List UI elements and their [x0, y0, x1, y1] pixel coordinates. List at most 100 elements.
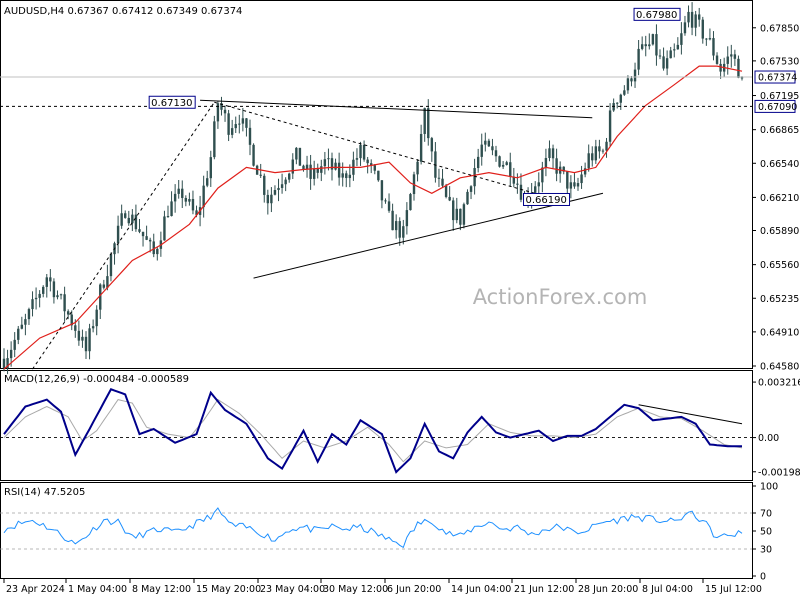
- time-label: 1 May 04:00: [68, 584, 127, 595]
- candle-body: [409, 194, 412, 211]
- candle-body: [337, 162, 341, 178]
- candle-body: [280, 184, 284, 188]
- candle-body: [737, 58, 740, 78]
- candle-body: [2, 358, 6, 369]
- rsi-line: [0, 507, 752, 550]
- candle-body: [402, 226, 405, 238]
- candle-body: [455, 208, 458, 221]
- label-066190: 0.66190: [526, 195, 567, 206]
- time-label: 30 May 12:00: [323, 584, 388, 595]
- candle-body: [341, 173, 344, 178]
- price-tick-label: 0.66210: [760, 193, 799, 204]
- candle-body: [259, 174, 262, 176]
- candle-body: [566, 171, 569, 189]
- candle-body: [298, 147, 302, 166]
- candle-body: [466, 191, 469, 205]
- candle-body: [213, 121, 216, 158]
- candle-body: [288, 173, 291, 180]
- candle-body: [127, 217, 130, 224]
- candle-body: [427, 108, 430, 139]
- candle-body: [633, 69, 637, 82]
- candle-body: [316, 168, 319, 173]
- price-tick-label: 0.66865: [760, 125, 799, 136]
- candle-body: [20, 324, 24, 329]
- axes: 0.67850 0.67530 0.67195 0.66865 0.66540 0.662…: [3, 23, 800, 595]
- candle-body: [131, 214, 134, 224]
- candle-body: [726, 56, 729, 64]
- candle-body: [34, 297, 38, 300]
- candle-body: [181, 188, 184, 198]
- candle-body: [601, 150, 605, 152]
- candle-body: [134, 214, 138, 230]
- candle-body: [334, 162, 337, 170]
- candle-body: [248, 127, 252, 145]
- candle-body: [658, 55, 662, 57]
- candle-body: [623, 90, 626, 95]
- candle-body: [327, 158, 330, 160]
- candle-body: [419, 133, 423, 162]
- time-label: 21 Jun 12:00: [514, 584, 574, 595]
- price-tick-label: 0.64580: [760, 362, 799, 373]
- candle-body: [387, 201, 391, 211]
- time-label: 15 May 20:00: [196, 584, 261, 595]
- candle-body: [66, 311, 70, 315]
- candle-body: [548, 148, 551, 159]
- candle-body: [384, 200, 387, 202]
- candle-body: [580, 174, 583, 184]
- candle-body: [380, 180, 384, 201]
- rsi-tick-label: 30: [760, 545, 772, 556]
- label-066190-box: [523, 192, 571, 206]
- rsi-tick-label: 70: [760, 509, 772, 520]
- candle-body: [31, 299, 34, 310]
- candle-body: [27, 309, 31, 320]
- candle-body: [587, 153, 590, 169]
- candle-body: [255, 165, 259, 175]
- candle-body: [345, 173, 348, 179]
- candle-body: [501, 164, 505, 167]
- candlesticks: [2, 2, 744, 375]
- candle-body: [52, 281, 56, 298]
- macd-trendline: [638, 404, 743, 425]
- candle-body: [6, 358, 9, 369]
- time-label: 23 Apr 2024: [6, 584, 65, 595]
- candle-body: [230, 128, 234, 135]
- candle-body: [209, 157, 212, 179]
- candle-body: [77, 330, 81, 341]
- candle-body: [733, 54, 737, 59]
- candle-body: [423, 108, 426, 134]
- candle-body: [277, 187, 280, 191]
- candle-body: [430, 138, 434, 152]
- fib-dashed-down: [214, 101, 557, 200]
- candle-body: [202, 185, 205, 208]
- candle-body: [49, 277, 52, 282]
- upper-trendline: [200, 99, 593, 119]
- candle-body: [173, 193, 177, 202]
- candle-body: [491, 146, 494, 151]
- candle-body: [366, 159, 369, 164]
- candle-body: [676, 44, 680, 50]
- price-tick-label: 0.67530: [760, 56, 799, 67]
- candle-body: [544, 158, 548, 168]
- candle-body: [191, 198, 195, 211]
- candle-body: [405, 210, 409, 227]
- macd-tick-label: 0.003216: [758, 378, 800, 389]
- candle-body: [459, 208, 462, 225]
- candle-body: [469, 186, 473, 192]
- price-tick-label: 0.65560: [760, 260, 799, 271]
- candle-body: [91, 326, 95, 329]
- candle-body: [184, 197, 188, 202]
- candle-body: [348, 174, 352, 179]
- candle-body: [694, 14, 697, 28]
- candle-body: [462, 204, 466, 225]
- candle-body: [569, 182, 573, 189]
- candle-body: [608, 110, 612, 142]
- macd-panel-frame: [0, 370, 753, 481]
- moving-average: [3, 65, 743, 370]
- candle-body: [605, 141, 608, 151]
- candle-body: [562, 166, 565, 172]
- candle-body: [284, 179, 287, 185]
- candle-body: [651, 34, 655, 45]
- candle-body: [63, 294, 66, 312]
- candle-body: [680, 33, 683, 45]
- candle-body: [234, 124, 237, 129]
